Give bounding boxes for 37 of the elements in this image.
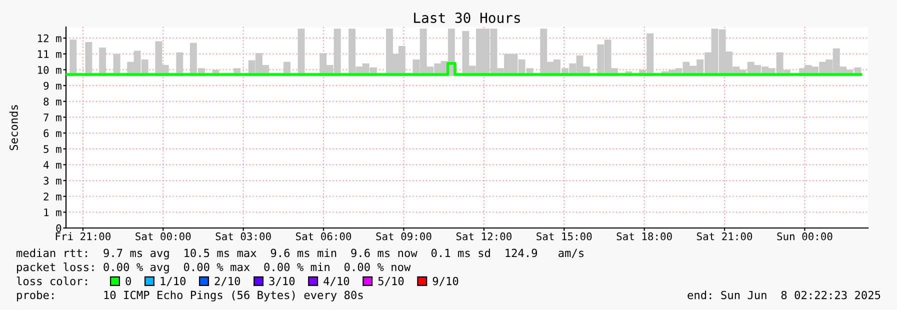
text: packet loss: 0.00 % avg 0.00 % max 0.00 % min 0.00 % now (17, 262, 411, 274)
text: probe: 10 ICMP Echo Pings (56 Bytes) every 80s (17, 290, 363, 302)
chart-title: Last 30 Hours (414, 12, 520, 24)
legend-label: 2/10 (214, 276, 240, 286)
y-tick-label: 6 m (44, 129, 62, 138)
x-tick-label: Sat 12:00 (456, 232, 512, 240)
x-tick-label: Sat 06:00 (296, 232, 352, 240)
x-tick-label: Sat 21:00 (697, 232, 752, 240)
text: end: Sun Jun 8 02:22:23 2025 (688, 290, 880, 300)
legend-label: 9/10 (432, 276, 458, 286)
legend-label: 0 (126, 276, 131, 286)
y-axis-title: Seconds (9, 105, 18, 150)
legend-label: 3/10 (269, 276, 295, 286)
y-tick-label: 5 m (44, 145, 62, 153)
x-tick-label: Sat 03:00 (216, 232, 271, 240)
legend-label: 5/10 (378, 276, 404, 286)
y-tick-label: 2 m (44, 192, 62, 200)
y-tick-label: 4 m (44, 161, 62, 169)
y-tick-label: 9 m (44, 82, 62, 90)
y-tick-label: 7 m (44, 114, 62, 122)
y-tick-label: 3 m (44, 176, 62, 185)
legend-label: 1/10 (160, 276, 186, 286)
legend-label: 4/10 (324, 276, 350, 286)
y-tick-label: 1 m (44, 208, 62, 216)
x-tick-label: Fri 21:00 (56, 232, 110, 240)
x-tick-label: Sun 00:00 (777, 232, 832, 240)
legend-title: loss color: (16, 276, 87, 286)
y-tick-label: 10 m (38, 66, 62, 74)
x-tick-label: Sat 15:00 (536, 232, 592, 240)
y-tick-label: 12 m (38, 34, 62, 42)
x-tick-label: Sat 18:00 (616, 232, 672, 240)
text: median rtt: 9.7 ms avg 10.5 ms max 9.6 ms min 9.6 ms now 0.1 ms sd 124.9 am/s (16, 248, 584, 260)
y-tick-label: 11 m (38, 50, 62, 58)
y-tick-label: 0 (56, 224, 62, 232)
x-tick-label: Sat 00:00 (136, 232, 191, 240)
y-tick-label: 8 m (44, 98, 62, 106)
x-tick-label: Sat 09:00 (376, 232, 432, 240)
